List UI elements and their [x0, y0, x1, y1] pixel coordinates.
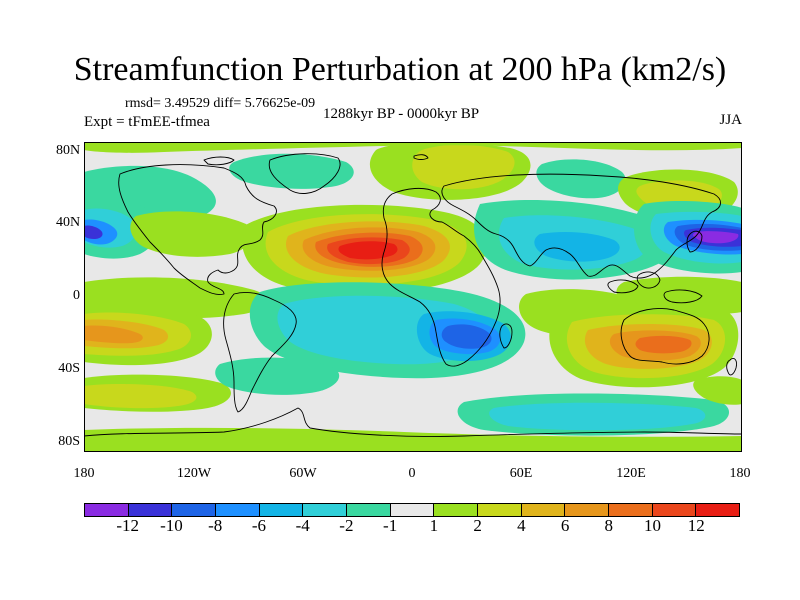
lon-label-0: 0	[408, 466, 416, 481]
coast-new-zealand	[726, 357, 737, 376]
time-range-label: 1288kyr BP - 0000kyr BP	[323, 106, 480, 122]
experiment-label: Expt = tFmEE-tfmea	[84, 114, 210, 130]
colorbar-swatch	[259, 504, 304, 516]
colorbar-swatch	[478, 504, 522, 516]
colorbar-swatch	[347, 504, 391, 516]
lat-label-equator: 0	[73, 288, 80, 303]
colorbar-swatch	[434, 504, 479, 516]
colorbar-swatch	[652, 504, 697, 516]
colorbar-swatch	[521, 504, 566, 516]
lon-label-180w: 180	[73, 466, 95, 481]
colorbar-tick-label: -12	[116, 516, 140, 535]
coast-asia	[441, 173, 721, 279]
figure-title: Streamfunction Perturbation at 200 hPa (…	[73, 51, 727, 88]
season-label: JJA	[719, 112, 742, 128]
lon-label-120e: 120E	[616, 466, 646, 481]
lat-label-80n: 80N	[56, 143, 81, 158]
coast-japan	[686, 230, 703, 253]
colorbar-swatch	[303, 504, 348, 516]
colorbar-swatch	[609, 504, 653, 516]
colorbar-tick-label: -6	[251, 516, 267, 535]
coast-borneo	[636, 271, 661, 289]
colorbar-tick-label: 6	[560, 516, 570, 535]
coast-svalbard	[413, 154, 429, 160]
coast-new-guinea	[663, 289, 703, 304]
coast-madagascar	[499, 323, 513, 349]
streamfunction-map	[84, 142, 742, 452]
lon-label-60w: 60W	[289, 466, 317, 481]
contour-asia-low-4	[534, 232, 620, 262]
contour-e-pacific-low-8	[84, 225, 103, 239]
colorbar-tick-label: 1	[429, 516, 439, 535]
colorbar-tick-label: 10	[644, 516, 662, 535]
contour-southern-pacific-high-2	[84, 384, 197, 409]
colorbar	[84, 503, 740, 517]
contour-nw-pacific-low-12	[693, 231, 739, 244]
map-frame	[84, 142, 742, 452]
colorbar-tick-label: 12	[687, 516, 705, 535]
colorbar-swatch	[128, 504, 173, 516]
colorbar-tick-label: -4	[295, 516, 310, 535]
colorbar-tick-label: 4	[517, 516, 526, 535]
contour-southern-ocean-low-2	[489, 402, 706, 431]
lat-label-80s: 80S	[58, 434, 80, 449]
coast-greenland	[268, 153, 341, 194]
colorbar-swatch	[565, 504, 610, 516]
colorbar-swatch	[696, 504, 740, 516]
colorbar-swatch	[172, 504, 217, 516]
contour-arctic-high	[84, 142, 742, 153]
lat-label-40n: 40N	[56, 215, 81, 230]
colorbar-tick-label: -8	[208, 516, 223, 535]
coast-europe-africa	[381, 187, 501, 367]
contour-s-africa-low-8	[441, 324, 492, 349]
lat-label-40s: 40S	[58, 361, 80, 376]
map-panel	[84, 142, 742, 452]
contour-europe-high-inner	[412, 144, 515, 190]
contour-southern-ocean-high-e	[693, 376, 742, 405]
lon-label-120w: 120W	[176, 466, 212, 481]
contour-antarctic-high	[84, 427, 742, 452]
contour-siberia-low	[536, 159, 626, 199]
contour-australia-high-8	[635, 335, 692, 354]
colorbar-swatch	[390, 504, 435, 516]
colorbar-tick-label: -1	[383, 516, 398, 535]
colorbar-swatch	[216, 504, 260, 516]
lon-label-60e: 60E	[509, 466, 533, 481]
contour-greenland-low	[229, 153, 354, 189]
colorbar-tick-label: 2	[473, 516, 482, 535]
contour-s-pacific-low-band	[215, 357, 340, 395]
coast-australia	[620, 308, 710, 365]
coast-antarctica	[84, 407, 742, 437]
colorbar-tick-label: 8	[604, 516, 614, 535]
colorbar-tick-label: -2	[339, 516, 354, 535]
lon-label-180e: 180	[729, 466, 751, 481]
coast-indonesia	[607, 279, 639, 294]
coast-north-america	[118, 164, 277, 295]
shading-layer	[84, 142, 742, 452]
colorbar-tick-label: -10	[160, 516, 183, 535]
coast-south-america	[223, 291, 297, 413]
coast-arctic-islands	[203, 156, 235, 166]
rmsd-diff-stats: rmsd= 3.49529 diff= 5.76625e-09	[125, 96, 316, 111]
contour-n-america-high	[130, 211, 254, 257]
colorbar-swatch	[85, 504, 129, 516]
contour-s-pacific-high-6	[84, 325, 143, 344]
coastlines	[84, 153, 742, 437]
